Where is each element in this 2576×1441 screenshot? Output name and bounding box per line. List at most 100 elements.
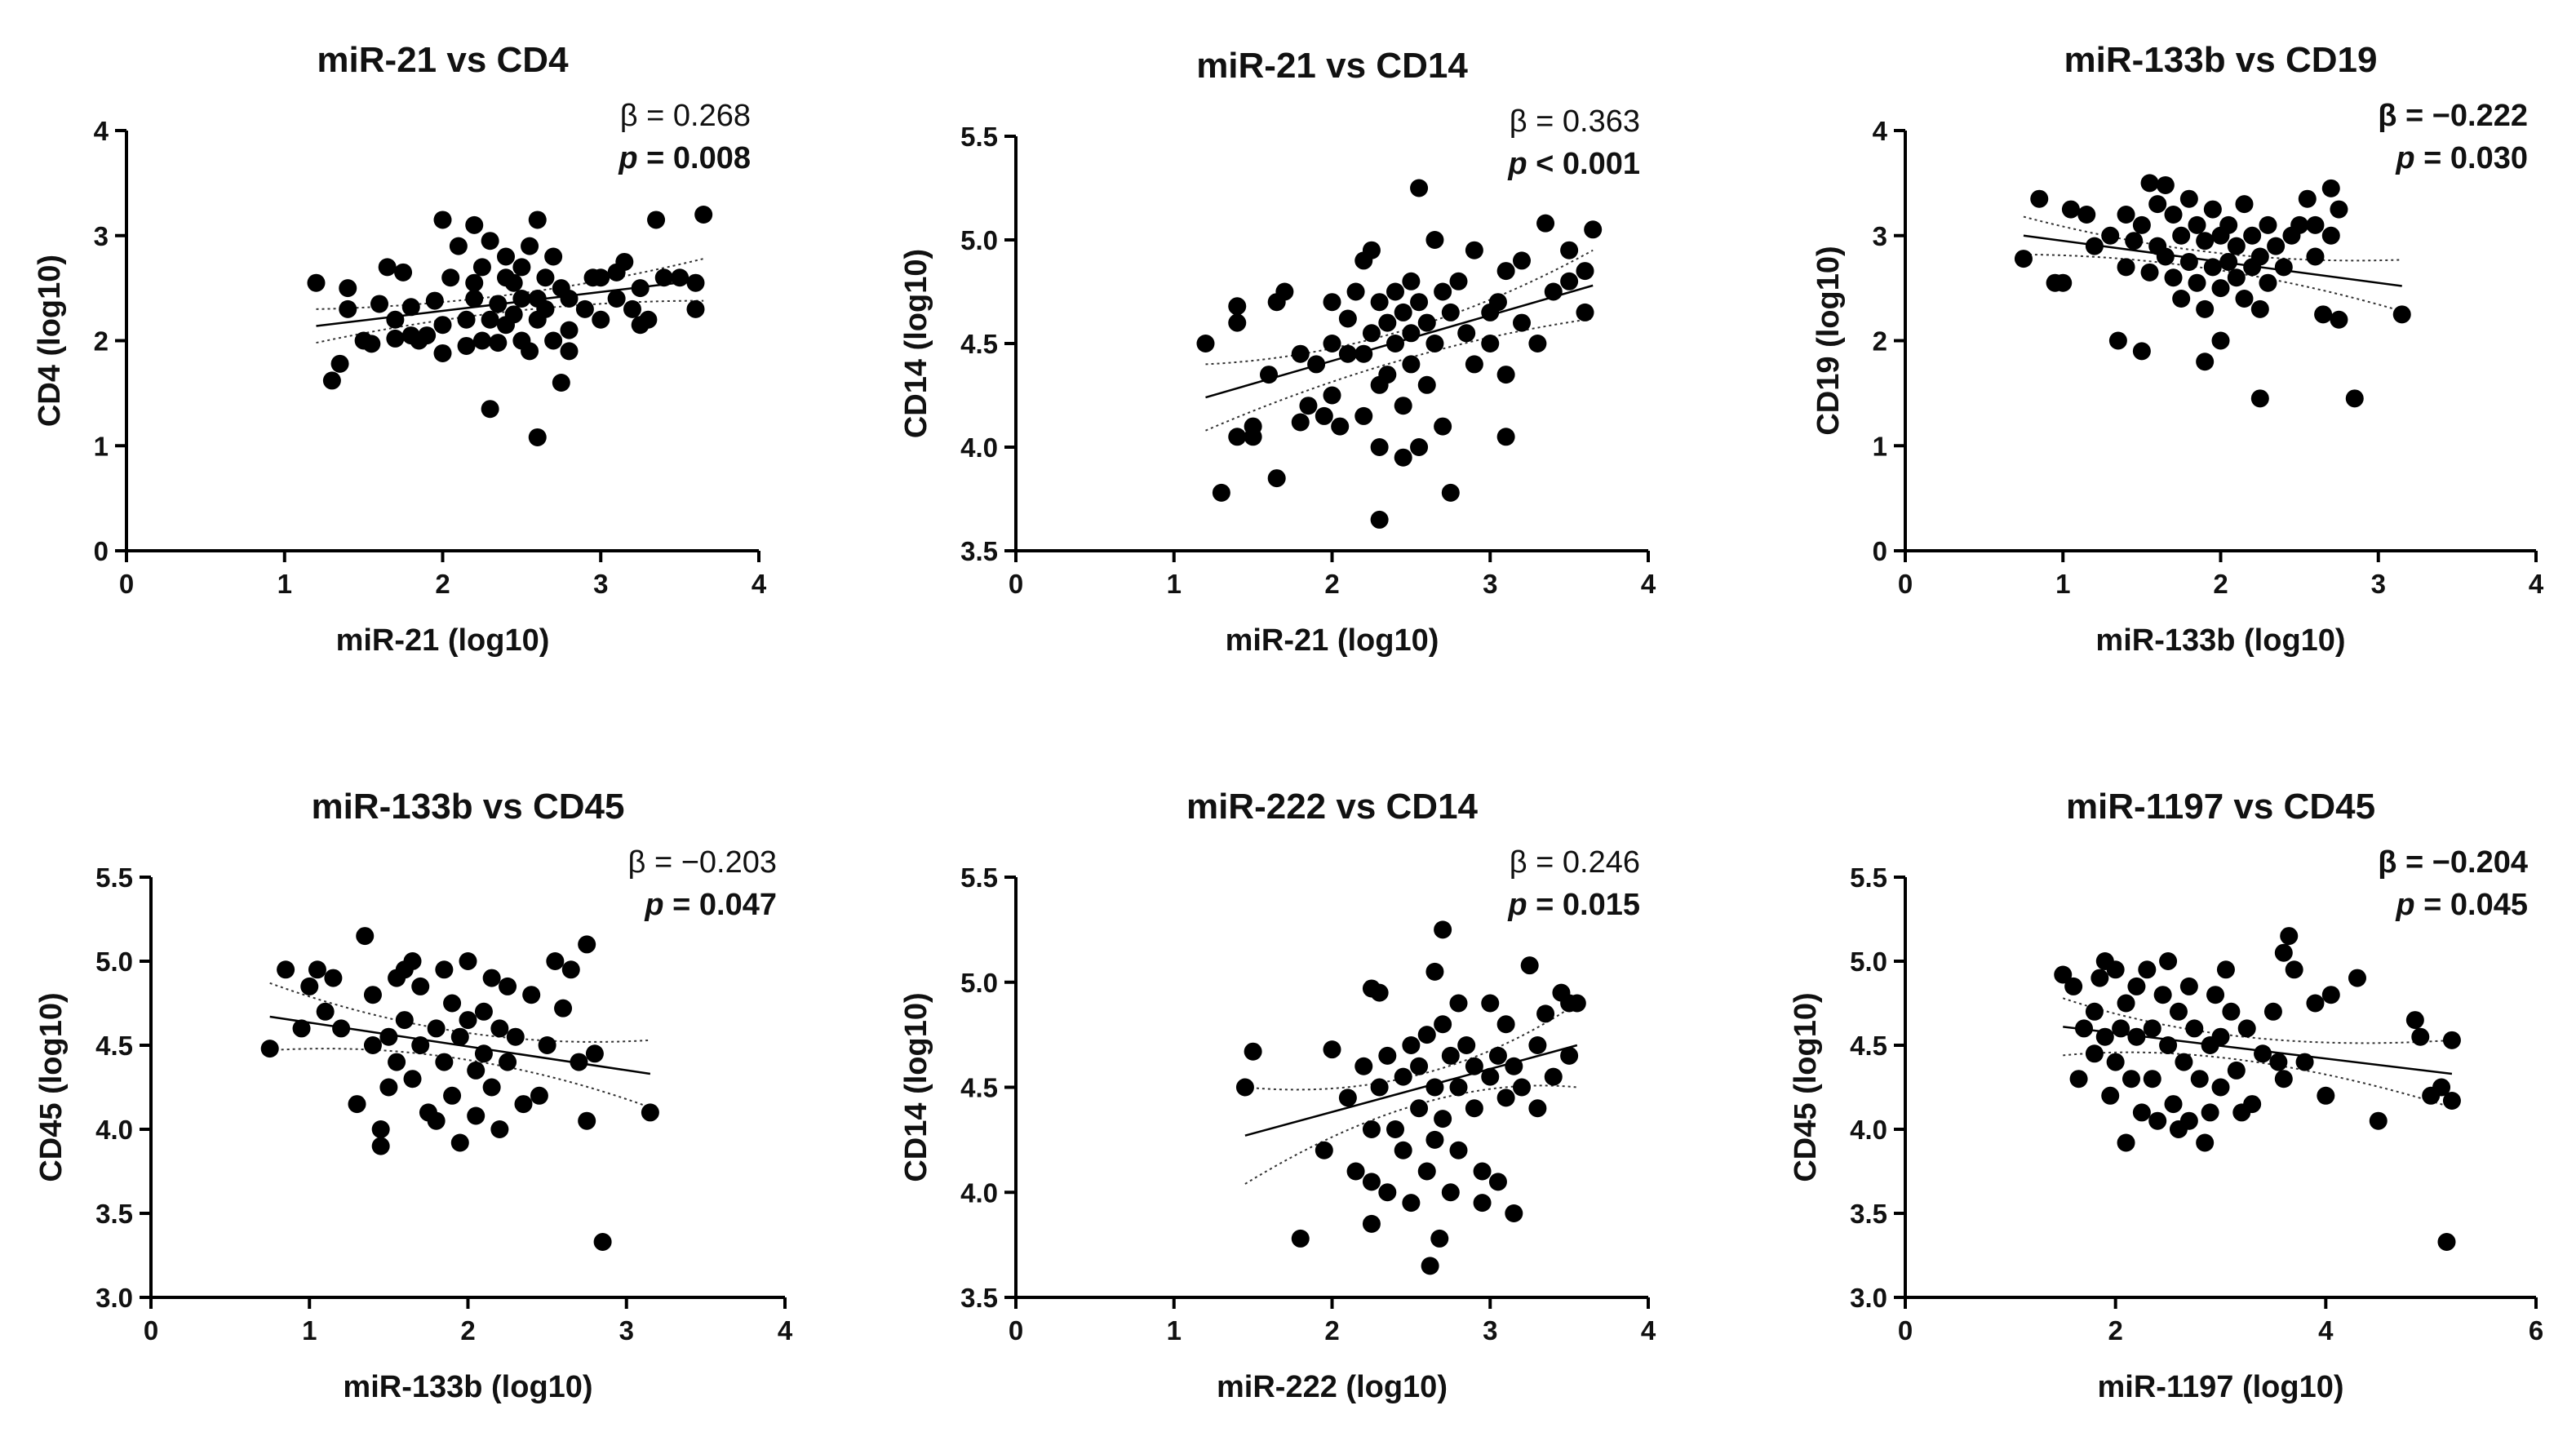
data-point xyxy=(1481,994,1500,1013)
data-point xyxy=(2317,1086,2335,1105)
beta-stat: β = 0.246 xyxy=(1510,845,1640,880)
data-point xyxy=(2235,290,2254,308)
data-point xyxy=(2101,226,2120,245)
y-tick-label: 4.0 xyxy=(95,1115,133,1145)
y-tick-label: 3 xyxy=(1873,221,1887,251)
data-point xyxy=(506,1027,525,1046)
y-axis-label: CD45 (log10) xyxy=(34,992,69,1182)
data-point xyxy=(459,952,477,970)
data-point xyxy=(1425,1078,1444,1097)
data-point xyxy=(1370,293,1389,312)
data-point xyxy=(1425,1130,1444,1149)
data-point xyxy=(1378,1046,1397,1065)
data-point xyxy=(2259,215,2277,234)
data-point xyxy=(386,310,405,329)
p-value-text: = 0.047 xyxy=(664,888,777,922)
data-point xyxy=(1323,293,1341,312)
y-tick-label: 5.5 xyxy=(960,862,998,893)
p-value-text: < 0.001 xyxy=(1527,147,1640,181)
data-point xyxy=(292,1019,311,1038)
data-point xyxy=(386,329,405,348)
data-point xyxy=(2290,215,2309,234)
ci-lower-band xyxy=(1244,1084,1577,1185)
data-point xyxy=(2159,952,2178,970)
data-point xyxy=(1291,1229,1310,1248)
data-point xyxy=(481,310,499,329)
x-axis-label: miR-222 (log10) xyxy=(1217,1370,1448,1404)
data-point xyxy=(2164,206,2183,224)
data-point xyxy=(1410,179,1429,197)
data-point xyxy=(2127,977,2146,995)
data-point xyxy=(2227,237,2246,255)
data-point xyxy=(1465,355,1483,374)
y-axis-label: CD45 (log10) xyxy=(1789,992,1823,1182)
y-tick-label: 2 xyxy=(1873,326,1887,357)
data-point xyxy=(1465,1099,1483,1118)
data-point xyxy=(277,960,295,979)
data-point xyxy=(467,1106,485,1125)
data-point xyxy=(1346,1162,1365,1181)
data-point xyxy=(1496,1015,1515,1034)
x-tick-label: 4 xyxy=(778,1315,793,1346)
data-point xyxy=(403,952,422,970)
data-point xyxy=(2219,252,2238,271)
data-point xyxy=(450,1133,469,1152)
data-point xyxy=(552,374,570,392)
data-point xyxy=(1362,1120,1381,1138)
data-point xyxy=(1323,335,1341,352)
data-point xyxy=(1544,282,1563,301)
data-point xyxy=(522,986,541,1004)
data-point xyxy=(2179,252,2198,271)
data-point xyxy=(339,279,357,298)
data-point xyxy=(2101,1086,2120,1105)
data-point xyxy=(1410,1057,1429,1075)
data-point xyxy=(2188,215,2206,234)
data-point xyxy=(474,1044,493,1063)
data-point xyxy=(1567,994,1586,1013)
x-axis-label: miR-21 (log10) xyxy=(336,623,550,658)
data-point xyxy=(1362,241,1381,259)
data-point xyxy=(2196,352,2215,371)
data-point xyxy=(1315,406,1333,425)
data-point xyxy=(1457,324,1476,343)
data-point xyxy=(2143,1019,2161,1038)
data-point xyxy=(521,237,539,255)
data-point xyxy=(607,290,626,308)
data-point xyxy=(1421,1257,1439,1275)
data-point xyxy=(411,1036,430,1054)
data-point xyxy=(561,960,580,979)
y-tick-label: 5.5 xyxy=(95,862,133,893)
chart-title: miR-21 vs CD14 xyxy=(1196,46,1468,86)
data-point xyxy=(1386,335,1404,352)
y-axis-label: CD19 (log10) xyxy=(1811,246,1846,435)
data-point xyxy=(1449,994,1468,1013)
data-point xyxy=(1331,417,1350,436)
data-point xyxy=(2069,1070,2088,1089)
data-point xyxy=(457,336,476,355)
data-point xyxy=(2432,1078,2451,1097)
x-tick-label: 4 xyxy=(752,569,767,599)
y-tick-label: 5.0 xyxy=(95,947,133,977)
data-point xyxy=(570,1053,588,1071)
data-point xyxy=(481,400,499,419)
data-point xyxy=(2227,1061,2246,1080)
data-point xyxy=(2285,960,2303,979)
data-point xyxy=(593,1233,612,1252)
data-point xyxy=(1355,344,1373,363)
data-point xyxy=(2156,175,2175,194)
data-point xyxy=(2345,389,2364,408)
panel-1: miR-21 vs CD4 0 1 2 3 4 0 1 2 3 4 miR-21 (log10) CD4… xyxy=(33,40,767,658)
data-point xyxy=(260,1040,279,1058)
x-tick-label: 1 xyxy=(277,569,292,599)
data-point xyxy=(459,1011,477,1030)
data-point xyxy=(1449,272,1468,290)
data-point xyxy=(554,999,573,1018)
data-point xyxy=(1378,313,1397,332)
p-symbol: p xyxy=(644,888,663,922)
data-point xyxy=(1394,1141,1412,1159)
p-value-text: = 0.008 xyxy=(638,141,751,175)
x-axis-label: miR-21 (log10) xyxy=(1226,623,1439,658)
y-tick-label: 3.5 xyxy=(95,1199,133,1229)
x-tick-label: 1 xyxy=(1167,1315,1182,1346)
data-point xyxy=(457,310,476,329)
